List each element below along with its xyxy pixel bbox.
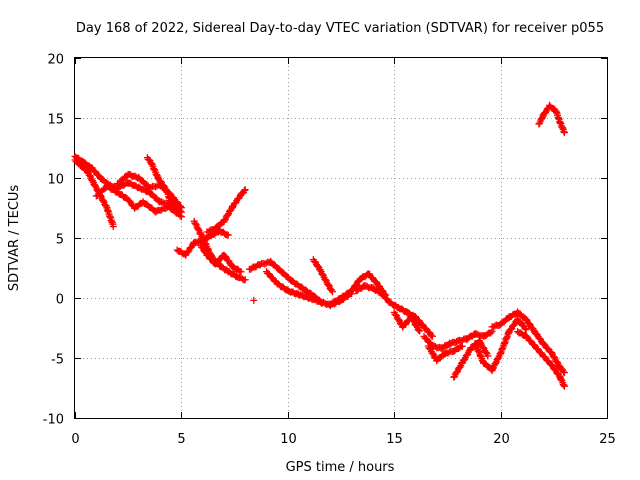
data-point bbox=[414, 326, 422, 334]
x-tick-label: 15 bbox=[386, 432, 403, 447]
y-tick-label: -5 bbox=[51, 353, 64, 368]
data-point bbox=[429, 332, 437, 340]
data-point bbox=[86, 172, 94, 180]
data-point bbox=[256, 261, 264, 269]
data-point bbox=[109, 223, 117, 231]
data-point bbox=[177, 204, 185, 212]
data-point bbox=[176, 212, 184, 220]
data-point bbox=[191, 219, 199, 227]
data-point bbox=[321, 276, 329, 284]
y-axis-label: SDTVAR / TECUs bbox=[7, 185, 22, 292]
plot-frame bbox=[74, 57, 608, 419]
data-point bbox=[224, 231, 232, 239]
data-point bbox=[221, 216, 229, 224]
data-point bbox=[126, 197, 134, 205]
data-point bbox=[395, 316, 403, 324]
grid bbox=[75, 58, 607, 418]
data-point bbox=[560, 129, 568, 137]
y-tick-label: 15 bbox=[47, 113, 64, 128]
data-point bbox=[487, 329, 495, 337]
x-tick-label: 20 bbox=[493, 432, 510, 447]
data-point bbox=[453, 368, 461, 376]
data-points bbox=[71, 101, 568, 390]
data-point bbox=[510, 321, 518, 329]
x-axis-label: GPS time / hours bbox=[286, 460, 395, 475]
y-tick-label: 5 bbox=[56, 233, 64, 248]
data-point bbox=[458, 342, 466, 350]
data-point bbox=[176, 202, 184, 210]
data-point bbox=[462, 352, 470, 360]
data-point bbox=[240, 187, 248, 195]
data-point bbox=[542, 109, 550, 117]
data-point bbox=[429, 349, 437, 357]
data-point bbox=[177, 213, 185, 221]
data-point bbox=[169, 204, 177, 212]
data-point bbox=[522, 326, 530, 334]
data-point bbox=[392, 311, 400, 319]
data-point bbox=[316, 266, 324, 274]
data-point bbox=[160, 182, 168, 190]
data-point bbox=[147, 184, 155, 192]
x-tick-label: 25 bbox=[599, 432, 616, 447]
data-point bbox=[560, 369, 568, 377]
chart-title: Day 168 of 2022, Sidereal Day-to-day VTE… bbox=[76, 21, 604, 36]
data-point bbox=[553, 358, 561, 366]
data-point bbox=[484, 352, 492, 360]
data-point bbox=[237, 268, 245, 276]
data-point bbox=[184, 248, 192, 256]
data-point bbox=[410, 317, 418, 325]
data-point bbox=[426, 344, 434, 352]
data-point bbox=[241, 276, 249, 284]
data-point bbox=[521, 324, 529, 332]
x-tick-label: 5 bbox=[177, 432, 185, 447]
axis-ticks: 0 5 10 15 20 25 -10 -5 0 5 10 15 20 bbox=[43, 53, 616, 448]
data-point bbox=[456, 363, 464, 371]
data-point bbox=[250, 296, 258, 304]
data-point bbox=[224, 211, 232, 219]
data-point bbox=[194, 225, 202, 233]
x-tick-label: 0 bbox=[71, 432, 79, 447]
y-tick-label: -10 bbox=[43, 413, 64, 428]
data-point bbox=[482, 349, 490, 357]
data-point bbox=[492, 359, 500, 367]
y-tick-label: 10 bbox=[47, 173, 64, 188]
data-point bbox=[489, 365, 497, 373]
data-point bbox=[416, 327, 424, 335]
data-point bbox=[328, 288, 336, 296]
y-tick-label: 0 bbox=[56, 293, 64, 308]
data-point bbox=[560, 382, 568, 390]
data-point bbox=[99, 197, 107, 205]
data-point bbox=[222, 253, 230, 261]
data-point bbox=[201, 239, 209, 247]
data-point bbox=[413, 322, 421, 330]
data-point bbox=[199, 235, 207, 243]
data-point bbox=[328, 286, 336, 294]
data-point bbox=[314, 262, 322, 270]
data-point bbox=[241, 186, 249, 194]
x-tick-label: 10 bbox=[280, 432, 297, 447]
y-tick-label: 20 bbox=[47, 53, 64, 68]
data-point bbox=[324, 281, 332, 289]
data-point bbox=[192, 220, 200, 228]
data-point bbox=[89, 177, 97, 185]
